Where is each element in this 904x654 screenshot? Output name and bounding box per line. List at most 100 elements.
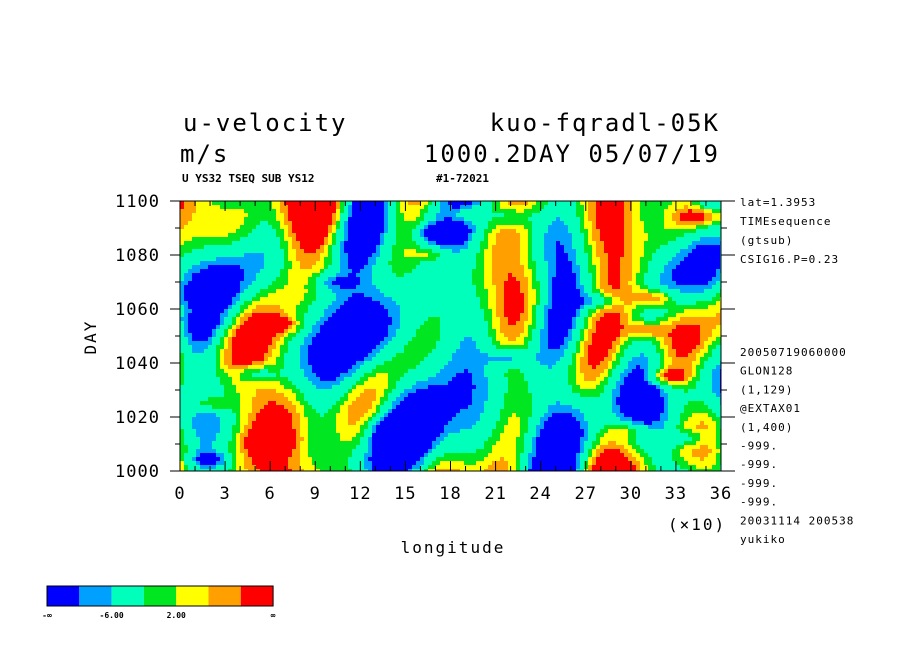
heatmap-cell <box>576 333 581 338</box>
heatmap-cell <box>516 257 521 262</box>
heatmap-cell <box>316 329 321 334</box>
heatmap-cell <box>612 277 617 282</box>
heatmap-cell <box>716 317 721 322</box>
heatmap-cell <box>416 289 421 294</box>
heatmap-cell <box>648 201 653 206</box>
heatmap-cell <box>440 309 445 314</box>
heatmap-cell <box>188 309 193 314</box>
heatmap-cell <box>304 325 309 330</box>
heatmap-cell <box>432 269 437 274</box>
heatmap-cell <box>624 225 629 230</box>
heatmap-cell <box>436 201 441 206</box>
heatmap-cell <box>284 345 289 350</box>
heatmap-cell <box>596 333 601 338</box>
heatmap-cell <box>192 317 197 322</box>
heatmap-cell <box>372 209 377 214</box>
heatmap-cell <box>540 237 545 242</box>
heatmap-cell <box>700 321 705 326</box>
heatmap-cell <box>376 257 381 262</box>
heatmap-cell <box>264 309 269 314</box>
heatmap-cell <box>228 305 233 310</box>
heatmap-cell <box>484 245 489 250</box>
heatmap-cell <box>540 233 545 238</box>
heatmap-cell <box>396 341 401 346</box>
heatmap-cell <box>240 241 245 246</box>
heatmap-cell <box>712 329 717 334</box>
heatmap-cell <box>212 237 217 242</box>
heatmap-cell <box>324 317 329 322</box>
heatmap-cell <box>292 229 297 234</box>
heatmap-cell <box>408 325 413 330</box>
heatmap-cell <box>432 305 437 310</box>
heatmap-cell <box>620 301 625 306</box>
heatmap-cell <box>412 221 417 226</box>
heatmap-cell <box>556 321 561 326</box>
heatmap-cell <box>532 209 537 214</box>
heatmap-cell <box>420 221 425 226</box>
heatmap-cell <box>224 213 229 218</box>
heatmap-cell <box>244 213 249 218</box>
heatmap-cell <box>240 309 245 314</box>
heatmap-cell <box>304 241 309 246</box>
heatmap-cell <box>428 261 433 266</box>
heatmap-cell <box>304 237 309 242</box>
heatmap-cell <box>428 205 433 210</box>
heatmap-cell <box>280 217 285 222</box>
heatmap-cell <box>528 245 533 250</box>
heatmap-cell <box>688 293 693 298</box>
heatmap-cell <box>320 341 325 346</box>
heatmap-cell <box>480 269 485 274</box>
heatmap-cell <box>692 245 697 250</box>
heatmap-cell <box>668 325 673 330</box>
heatmap-cell <box>180 253 185 258</box>
heatmap-cell <box>652 233 657 238</box>
heatmap-cell <box>272 341 277 346</box>
heatmap-cell <box>300 285 305 290</box>
heatmap-cell <box>428 237 433 242</box>
heatmap-cell <box>212 281 217 286</box>
heatmap-cell <box>484 233 489 238</box>
heatmap-cell <box>688 285 693 290</box>
heatmap-cell <box>596 253 601 258</box>
heatmap-cell <box>500 313 505 318</box>
heatmap-cell <box>524 301 529 306</box>
heatmap-cell <box>228 233 233 238</box>
heatmap-cell <box>512 217 517 222</box>
heatmap-cell <box>380 345 385 350</box>
heatmap-cell <box>600 265 605 270</box>
heatmap-cell <box>324 273 329 278</box>
heatmap-cell <box>648 233 653 238</box>
heatmap-cell <box>424 229 429 234</box>
heatmap-cell <box>612 253 617 258</box>
heatmap-cell <box>268 277 273 282</box>
heatmap-cell <box>440 257 445 262</box>
heatmap-cell <box>388 333 393 338</box>
heatmap-cell <box>184 301 189 306</box>
heatmap-cell <box>564 249 569 254</box>
heatmap-cell <box>204 221 209 226</box>
heatmap-cell <box>460 305 465 310</box>
heatmap-cell <box>180 309 185 314</box>
heatmap-cell <box>296 201 301 206</box>
heatmap-cell <box>476 277 481 282</box>
heatmap-cell <box>448 277 453 282</box>
heatmap-cell <box>444 253 449 258</box>
heatmap-cell <box>360 345 365 350</box>
heatmap-cell <box>612 273 617 278</box>
heatmap-cell <box>520 253 525 258</box>
heatmap-cell <box>568 265 573 270</box>
heatmap-cell <box>296 289 301 294</box>
heatmap-cell <box>696 209 701 214</box>
heatmap-cell <box>564 257 569 262</box>
heatmap-cell <box>424 245 429 250</box>
heatmap-cell <box>528 205 533 210</box>
heatmap-cell <box>328 297 333 302</box>
heatmap-cell <box>252 261 257 266</box>
heatmap-cell <box>524 261 529 266</box>
heatmap-cell <box>316 233 321 238</box>
heatmap-cell <box>600 269 605 274</box>
heatmap-cell <box>408 253 413 258</box>
heatmap-cell <box>396 265 401 270</box>
heatmap-cell <box>404 341 409 346</box>
heatmap-cell <box>204 249 209 254</box>
